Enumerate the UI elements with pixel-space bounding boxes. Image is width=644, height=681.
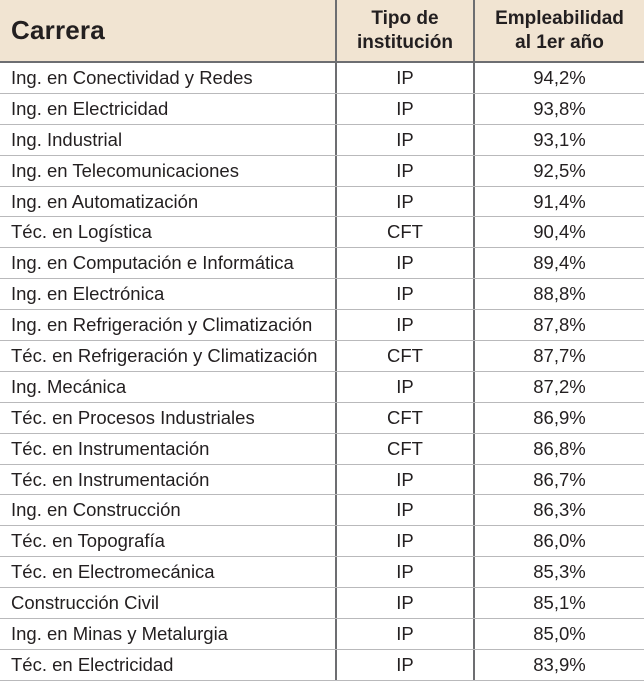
table-row: Téc. en Logística CFT 90,4% <box>0 217 644 249</box>
cell-carrera: Téc. en Electricidad <box>0 649 337 680</box>
table-row: Ing. en Automatización IP 91,4% <box>0 186 644 218</box>
cell-empleabilidad: 86,9% <box>533 406 586 428</box>
table-row: Construcción Civil IP 85,1% <box>0 588 644 620</box>
table-body: Ing. en Conectividad y Redes IP 94,2% Ing. … <box>0 63 644 681</box>
cell-carrera: Ing. en Refrigeración y Climatización <box>0 310 337 341</box>
cell-empleabilidad: 87,2% <box>533 375 586 397</box>
table-row: Ing. en Construcción IP 86,3% <box>0 495 644 527</box>
table-header: Carrera Tipo de institución Empleabilida… <box>0 0 644 63</box>
cell-tipo-institucion: IP <box>337 371 475 402</box>
cell-tipo-institucion: CFT <box>337 433 475 464</box>
table-row: Téc. en Electromecánica IP 85,3% <box>0 557 644 589</box>
cell-tipo-institucion: IP <box>337 526 475 557</box>
cell-empleabilidad: 91,4% <box>533 190 586 212</box>
table-row: Ing. en Electrónica IP 88,8% <box>0 279 644 311</box>
header-tipo-line1: Tipo de <box>371 7 439 29</box>
cell-carrera: Ing. Mecánica <box>0 371 337 402</box>
cell-empleabilidad: 88,8% <box>533 283 586 305</box>
cell-tipo-institucion: IP <box>337 310 475 341</box>
cell-empleabilidad: 90,4% <box>533 221 586 243</box>
cell-empleabilidad: 85,1% <box>533 592 586 614</box>
cell-carrera: Téc. en Instrumentación <box>0 464 337 495</box>
header-empleabilidad-line1: Empleabilidad <box>495 7 624 29</box>
header-empleabilidad: Empleabilidad al 1er año <box>475 0 644 61</box>
cell-empleabilidad: 86,7% <box>533 468 586 490</box>
cell-tipo-institucion: IP <box>337 464 475 495</box>
cell-tipo-institucion: CFT <box>337 341 475 371</box>
cell-carrera: Ing. en Automatización <box>0 186 337 217</box>
cell-carrera: Téc. en Procesos Industriales <box>0 402 337 433</box>
cell-carrera: Construcción Civil <box>0 588 337 619</box>
header-empleabilidad-line2: al 1er año <box>515 31 604 53</box>
cell-empleabilidad: 87,8% <box>533 314 586 336</box>
table-row: Téc. en Instrumentación CFT 86,8% <box>0 433 644 465</box>
cell-empleabilidad: 89,4% <box>533 252 586 274</box>
header-tipo-institucion: Tipo de institución <box>337 0 475 61</box>
cell-carrera: Téc. en Refrigeración y Climatización <box>0 341 337 371</box>
cell-empleabilidad: 85,0% <box>533 622 586 644</box>
cell-carrera: Ing. en Electrónica <box>0 279 337 310</box>
cell-tipo-institucion: IP <box>337 124 475 155</box>
cell-tipo-institucion: CFT <box>337 217 475 248</box>
cell-carrera: Ing. en Telecomunicaciones <box>0 155 337 186</box>
cell-tipo-institucion: IP <box>337 155 475 186</box>
table-row: Ing. en Minas y Metalurgia IP 85,0% <box>0 619 644 650</box>
cell-tipo-institucion: IP <box>337 588 475 619</box>
cell-empleabilidad: 92,5% <box>533 159 586 181</box>
cell-empleabilidad: 86,3% <box>533 499 586 521</box>
cell-tipo-institucion: IP <box>337 248 475 279</box>
table-row: Téc. en Refrigeración y Climatización CFT… <box>0 341 644 372</box>
cell-tipo-institucion: IP <box>337 557 475 588</box>
cell-carrera: Téc. en Logística <box>0 217 337 248</box>
table-row: Téc. en Procesos Industriales CFT 86,9% <box>0 402 644 434</box>
cell-tipo-institucion: IP <box>337 649 475 680</box>
cell-empleabilidad: 86,8% <box>533 437 586 459</box>
cell-empleabilidad: 87,7% <box>533 344 586 366</box>
table-row: Ing. en Computación e Informática IP 89,4% <box>0 248 644 280</box>
table-row: Téc. en Topografía IP 86,0% <box>0 526 644 558</box>
cell-empleabilidad: 83,9% <box>533 653 586 675</box>
cell-carrera: Téc. en Instrumentación <box>0 433 337 464</box>
cell-carrera: Ing. en Minas y Metalurgia <box>0 619 337 649</box>
table-row: Ing. en Conectividad y Redes IP 94,2% <box>0 63 644 94</box>
cell-tipo-institucion: IP <box>337 186 475 217</box>
table-row: Ing. en Electricidad IP 93,8% <box>0 93 644 125</box>
cell-carrera: Ing. en Computación e Informática <box>0 248 337 279</box>
cell-tipo-institucion: IP <box>337 93 475 124</box>
table-row: Ing. Mecánica IP 87,2% <box>0 371 644 403</box>
table-row: Ing. en Telecomunicaciones IP 92,5% <box>0 155 644 187</box>
table-row: Téc. en Instrumentación IP 86,7% <box>0 464 644 496</box>
header-tipo-line2: institución <box>356 31 454 53</box>
table-row: Téc. en Electricidad IP 83,9% <box>0 649 644 681</box>
cell-carrera: Téc. en Topografía <box>0 526 337 557</box>
cell-empleabilidad: 93,8% <box>533 97 586 119</box>
cell-tipo-institucion: IP <box>337 619 475 649</box>
cell-empleabilidad: 85,3% <box>533 561 586 583</box>
cell-empleabilidad: 93,1% <box>533 128 586 150</box>
cell-empleabilidad: 94,2% <box>533 66 586 88</box>
cell-empleabilidad: 86,0% <box>533 530 586 552</box>
cell-carrera: Ing. en Electricidad <box>0 93 337 124</box>
cell-carrera: Ing. Industrial <box>0 124 337 155</box>
cell-tipo-institucion: IP <box>337 279 475 310</box>
cell-carrera: Téc. en Electromecánica <box>0 557 337 588</box>
cell-tipo-institucion: IP <box>337 63 475 93</box>
cell-carrera: Ing. en Construcción <box>0 495 337 526</box>
header-carrera: Carrera <box>0 0 337 61</box>
table-row: Ing. Industrial IP 93,1% <box>0 124 644 156</box>
cell-carrera: Ing. en Conectividad y Redes <box>0 63 337 93</box>
header-carrera-label: Carrera <box>11 15 105 45</box>
cell-tipo-institucion: CFT <box>337 402 475 433</box>
cell-tipo-institucion: IP <box>337 495 475 526</box>
table-row: Ing. en Refrigeración y Climatización IP 8… <box>0 310 644 342</box>
